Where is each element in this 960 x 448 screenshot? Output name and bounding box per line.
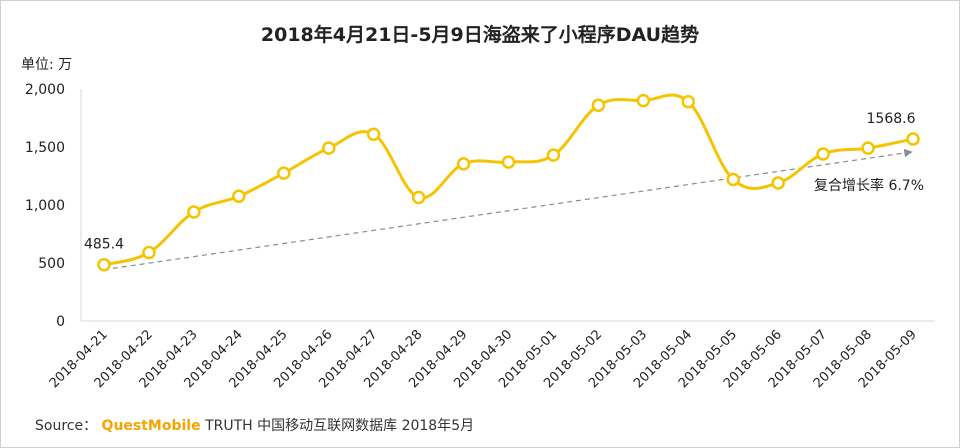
series-points (97, 93, 920, 272)
data-point (681, 95, 696, 109)
data-point (321, 141, 336, 155)
data-point (906, 132, 920, 146)
data-label: 485.4 (84, 237, 124, 253)
data-point (591, 98, 606, 112)
chart-title: 2018年4月21日-5月9日海盗来了小程序DAU趋势 (261, 23, 699, 46)
series-line-dau (103, 93, 914, 267)
data-labels: 485.4 1568.6 (84, 111, 916, 253)
data-point (187, 205, 201, 219)
y-tick-label: 2,000 (25, 82, 65, 98)
y-tick-label: 500 (38, 256, 65, 272)
data-point (97, 257, 111, 272)
x-tick-labels: 2018-04-212018-04-222018-04-232018-04-24… (47, 327, 920, 391)
y-axis-unit-label: 单位: 万 (21, 57, 72, 73)
data-point (816, 147, 830, 161)
source-note: Source： QuestMobile TRUTH 中国移动互联网数据库 201… (35, 415, 474, 435)
data-point (456, 157, 471, 171)
cagr-label: 复合增长率 6.7% (814, 177, 924, 194)
data-label: 1568.6 (867, 111, 916, 127)
source-rest: TRUTH 中国移动互联网数据库 2018年5月 (205, 418, 475, 434)
source-prefix: Source： (35, 418, 98, 434)
data-point (501, 155, 516, 169)
data-point (411, 190, 426, 205)
y-tick-label: 1,000 (25, 198, 65, 214)
y-tick-label: 1,500 (25, 140, 65, 156)
data-point (366, 127, 381, 141)
y-tick-labels: 0 500 1,000 1,500 2,000 (25, 82, 65, 330)
data-point (771, 176, 785, 190)
data-point (861, 141, 875, 155)
data-point (636, 93, 651, 108)
y-tick-label: 0 (56, 314, 65, 330)
data-point (142, 245, 156, 260)
source-brand: QuestMobile (101, 418, 201, 434)
data-point (232, 189, 246, 204)
cagr-trend-line (103, 148, 913, 271)
data-point (726, 172, 740, 187)
data-point (277, 166, 291, 180)
data-point (546, 148, 561, 162)
